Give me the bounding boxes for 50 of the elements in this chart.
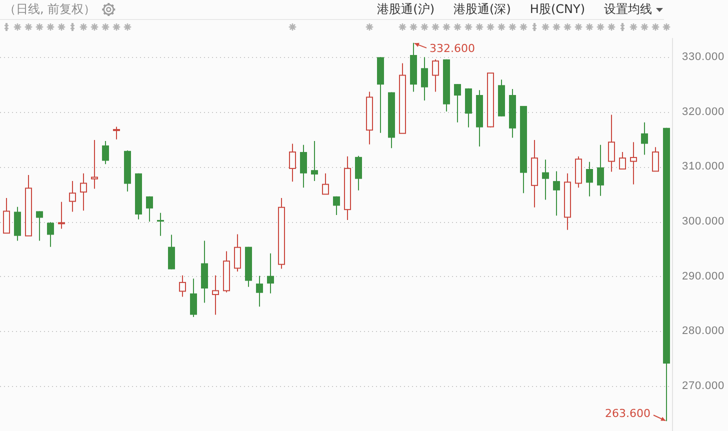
candlestick <box>80 172 87 212</box>
candlestick <box>289 143 296 182</box>
candlestick <box>454 84 461 123</box>
candlestick <box>597 144 604 196</box>
candlestick <box>91 139 98 190</box>
candlestick <box>333 196 340 216</box>
text: 设置均线 <box>604 2 652 16</box>
y-tick-label: 270.000 <box>682 380 725 392</box>
text: 港股通(深) <box>454 2 511 16</box>
candlestick <box>168 234 175 270</box>
candlestick <box>586 161 593 197</box>
candlestick <box>190 278 197 318</box>
text: H股(CNY) <box>530 2 585 16</box>
candlestick <box>102 140 109 165</box>
candlestick <box>47 222 54 248</box>
candlestick <box>322 172 329 195</box>
candlestick <box>421 56 428 101</box>
candlestick <box>234 234 241 272</box>
candlestick <box>311 140 318 182</box>
chart-title: （日线, 前复权） <box>4 2 96 16</box>
candlestick <box>608 114 615 172</box>
y-tick-label: 300.000 <box>682 216 725 228</box>
y-tick-label: 310.000 <box>682 160 725 173</box>
candlestick <box>146 196 153 222</box>
annotation: 263.600 <box>605 407 650 420</box>
candlestick <box>652 146 659 172</box>
y-tick-label: 330.000 <box>682 51 725 64</box>
candlestick <box>58 201 65 230</box>
candlestick <box>157 212 164 236</box>
y-tick-label: 290.000 <box>682 270 725 282</box>
y-tick-label: 320.000 <box>682 106 725 118</box>
candlestick <box>300 144 307 188</box>
candlestick <box>355 155 362 191</box>
candlestick <box>267 252 274 294</box>
candlestick <box>256 275 263 308</box>
candlestick <box>553 170 560 216</box>
candlestick <box>630 142 637 185</box>
candlestick <box>641 122 648 156</box>
candlestick <box>3 198 10 234</box>
candlestick <box>619 152 626 170</box>
candlestick <box>179 274 186 298</box>
candlestick <box>113 126 120 140</box>
candlestick <box>542 159 549 200</box>
annotation: 332.600 <box>430 42 475 55</box>
y-tick-label: 280.000 <box>682 325 725 338</box>
candlestick <box>69 180 76 212</box>
candlestick <box>432 58 439 92</box>
candlestick <box>212 274 219 316</box>
candlestick <box>36 210 43 242</box>
text: 港股通(沪) <box>377 2 435 16</box>
